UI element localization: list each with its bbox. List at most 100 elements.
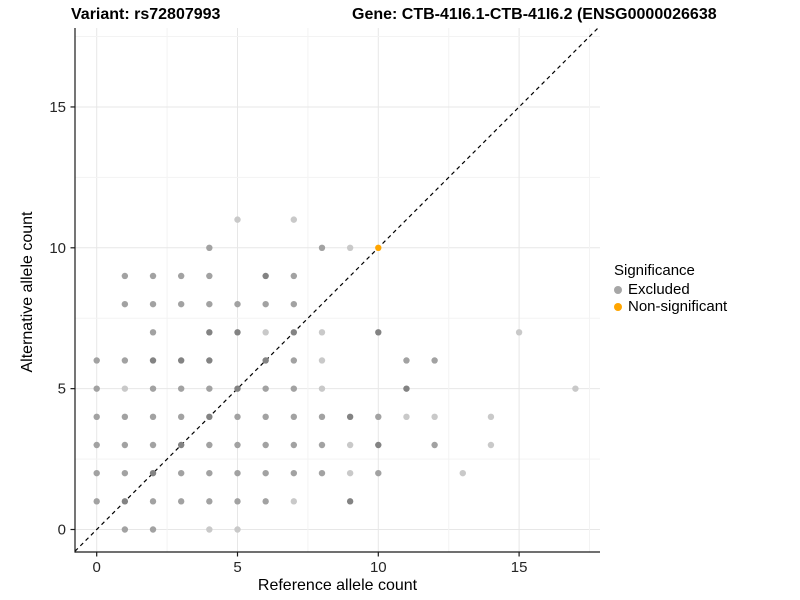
data-point-excluded <box>290 498 298 505</box>
data-point-non-significant <box>375 244 382 251</box>
data-point-excluded <box>206 469 213 477</box>
data-point-excluded <box>318 329 326 336</box>
data-point-excluded <box>93 469 100 477</box>
legend-swatch-icon <box>614 302 622 311</box>
tick-labels: 0 5 10 15 0 5 10 15 <box>49 99 527 576</box>
x-tick-label: 0 <box>93 559 101 576</box>
y-tick-label: 10 <box>49 240 66 257</box>
data-point-excluded <box>206 385 213 392</box>
y-axis-title: Alternative allele count <box>19 211 36 373</box>
data-point-excluded <box>318 469 326 477</box>
data-point-excluded <box>206 244 213 251</box>
data-point-excluded <box>262 300 269 308</box>
data-point-excluded <box>346 244 354 251</box>
x-tick-label: 15 <box>511 559 528 576</box>
data-points <box>93 216 579 533</box>
y-tick-label: 15 <box>49 99 66 116</box>
data-point-excluded <box>206 300 213 308</box>
data-point-excluded <box>403 385 410 392</box>
data-point-excluded <box>121 272 129 280</box>
data-point-excluded <box>375 469 382 477</box>
data-point-excluded <box>206 526 213 533</box>
legend: Significance Excluded Non-significant <box>614 262 727 315</box>
data-point-excluded <box>262 385 269 392</box>
data-point-excluded <box>206 357 213 364</box>
data-point-excluded <box>234 441 241 449</box>
data-point-excluded <box>149 441 157 449</box>
data-point-excluded <box>262 441 269 449</box>
data-point-excluded <box>318 244 326 251</box>
data-point-excluded <box>93 357 100 364</box>
data-point-excluded <box>290 469 298 477</box>
data-point-excluded <box>206 441 213 449</box>
data-point-excluded <box>234 526 241 533</box>
data-point-excluded <box>149 526 157 533</box>
identity-dashed-line <box>74 27 599 552</box>
data-point-excluded <box>177 441 185 449</box>
data-point-excluded <box>121 300 129 308</box>
data-point-excluded <box>403 413 410 421</box>
data-point-excluded <box>149 300 157 308</box>
data-point-excluded <box>149 329 157 336</box>
data-point-excluded <box>262 469 269 477</box>
data-point-excluded <box>149 469 157 477</box>
data-point-excluded <box>290 357 298 364</box>
data-point-excluded <box>177 272 185 280</box>
data-point-excluded <box>149 498 157 505</box>
data-point-excluded <box>206 413 213 421</box>
data-point-excluded <box>149 413 157 421</box>
gene-title: Gene: CTB-41I6.1-CTB-41I6.2 (ENSG0000026… <box>352 6 717 23</box>
legend-title: Significance <box>614 262 695 279</box>
data-point-excluded <box>375 329 382 336</box>
data-point-excluded <box>431 441 438 449</box>
data-point-excluded <box>403 357 410 364</box>
y-tick-label: 5 <box>58 381 66 398</box>
data-point-excluded <box>177 300 185 308</box>
data-point-excluded <box>431 357 438 364</box>
data-point-excluded <box>234 300 241 308</box>
data-point-excluded <box>262 498 269 505</box>
data-point-excluded <box>121 413 129 421</box>
data-point-excluded <box>290 272 298 280</box>
data-point-excluded <box>93 498 100 505</box>
variant-title: Variant: rs72807993 <box>71 6 221 23</box>
data-point-excluded <box>262 357 269 364</box>
data-point-excluded <box>121 526 129 533</box>
data-point-excluded <box>177 413 185 421</box>
legend-item-label: Excluded <box>628 281 690 298</box>
data-point-excluded <box>346 413 354 421</box>
data-point-excluded <box>375 413 382 421</box>
data-point-excluded <box>206 498 213 505</box>
data-point-excluded <box>515 329 523 336</box>
data-point-excluded <box>234 329 241 336</box>
data-point-excluded <box>290 413 298 421</box>
data-point-excluded <box>262 329 269 336</box>
data-point-excluded <box>487 413 495 421</box>
data-point-excluded <box>346 498 354 505</box>
x-tick-label: 5 <box>233 559 241 576</box>
data-point-excluded <box>346 441 354 449</box>
data-point-excluded <box>149 357 157 364</box>
data-point-excluded <box>234 469 241 477</box>
x-axis-title: Reference allele count <box>257 577 418 594</box>
data-point-excluded <box>121 385 129 392</box>
data-point-excluded <box>318 385 326 392</box>
legend-swatch-icon <box>614 285 622 294</box>
axes <box>70 28 600 557</box>
data-point-excluded <box>262 272 269 280</box>
data-point-excluded <box>149 272 157 280</box>
y-tick-label: 0 <box>58 522 66 539</box>
identity-line <box>74 27 599 552</box>
data-point-excluded <box>93 441 100 449</box>
data-point-excluded <box>177 498 185 505</box>
data-point-excluded <box>487 441 495 449</box>
data-point-excluded <box>346 469 354 477</box>
data-point-excluded <box>234 498 241 505</box>
data-point-excluded <box>234 216 241 223</box>
data-point-excluded <box>572 385 579 392</box>
data-point-excluded <box>121 441 129 449</box>
legend-item: Non-significant <box>614 298 727 315</box>
data-point-excluded <box>206 272 213 280</box>
data-point-excluded <box>121 498 129 505</box>
